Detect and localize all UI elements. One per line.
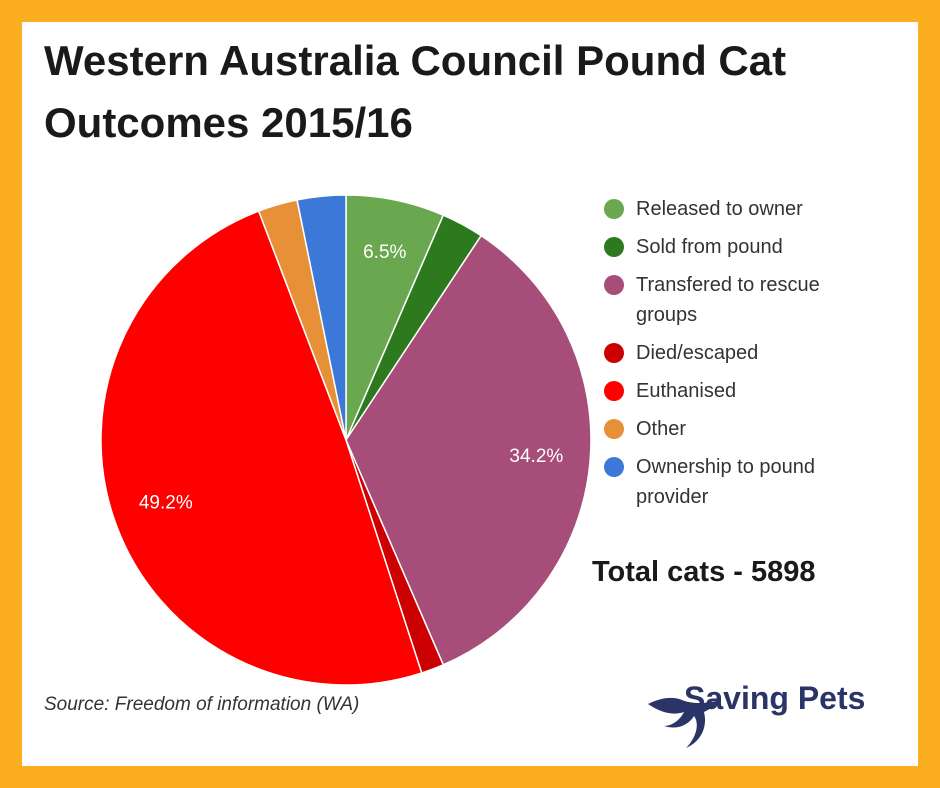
legend-label: Transfered to rescue groups bbox=[636, 274, 820, 326]
legend-swatch bbox=[604, 381, 624, 401]
legend: Released to owner Sold from pound Transfer… bbox=[604, 194, 864, 520]
legend-entry: Died/escaped bbox=[604, 338, 864, 368]
legend-label: Ownership to pound provider bbox=[636, 456, 816, 508]
data-label: 49.2% bbox=[139, 493, 193, 514]
pie-slice bbox=[100, 210, 423, 686]
legend-label: Euthanised bbox=[636, 380, 737, 402]
legend-entry: Ownership to pound provider bbox=[604, 452, 864, 512]
brand: Saving Pets bbox=[684, 680, 866, 716]
legend-label: Sold from pound bbox=[636, 236, 783, 258]
source: Source: Freedom of information (WA) bbox=[44, 694, 360, 715]
legend-label: Other bbox=[636, 418, 687, 440]
data-label: 34.2% bbox=[509, 446, 563, 467]
legend-swatch bbox=[604, 457, 624, 477]
legend-swatch bbox=[604, 275, 624, 295]
legend-swatch bbox=[604, 237, 624, 257]
legend-swatch bbox=[604, 199, 624, 219]
annotation: Total cats - 5898 bbox=[592, 556, 816, 588]
legend-entry: Sold from pound bbox=[604, 232, 864, 262]
pie-slice bbox=[296, 194, 347, 441]
data-label: 6.5% bbox=[363, 242, 406, 263]
legend-label: Died/escaped bbox=[636, 342, 759, 364]
legend-entry: Released to owner bbox=[604, 194, 864, 224]
legend-entry: Euthanised bbox=[604, 376, 864, 406]
legend-entry: Other bbox=[604, 414, 864, 444]
legend-entry: Transfered to rescue groups bbox=[604, 270, 864, 330]
legend-label: Released to owner bbox=[636, 198, 803, 220]
pie-slice bbox=[345, 234, 592, 666]
chart-title: Western Australia Council Pound Cat Outc… bbox=[44, 37, 787, 146]
legend-swatch bbox=[604, 419, 624, 439]
legend-swatch bbox=[604, 343, 624, 363]
